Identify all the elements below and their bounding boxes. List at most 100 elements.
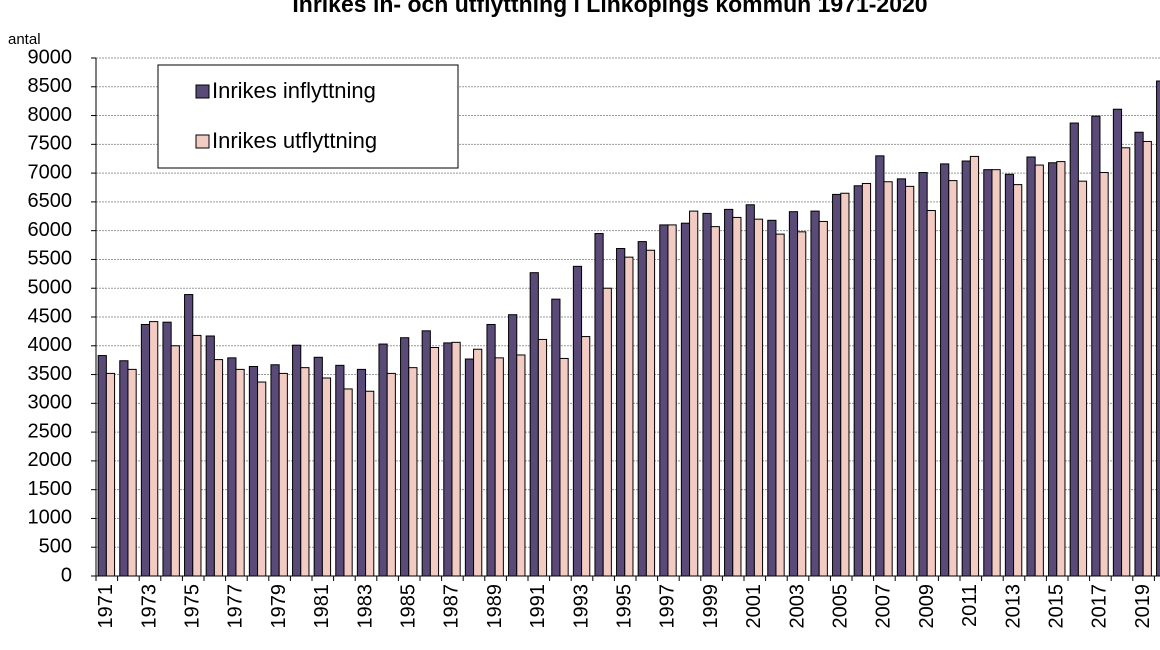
x-tick-label: 2015 [1045, 584, 1067, 629]
y-tick-label: 4000 [28, 334, 73, 356]
bar [637, 241, 647, 577]
bar [775, 233, 785, 577]
bar [292, 344, 302, 577]
y-tick-label: 7000 [28, 161, 73, 183]
bar [356, 368, 367, 577]
x-tick-label: 1987 [441, 584, 463, 629]
y-tick-label: 3500 [28, 363, 73, 385]
bar [624, 256, 634, 577]
y-tick-label: 6000 [28, 219, 73, 241]
x-tick-label: 1971 [95, 584, 117, 629]
bar [832, 193, 842, 577]
bar [883, 181, 893, 577]
x-tick-label: 1973 [138, 584, 160, 629]
bar [162, 321, 172, 577]
bar [451, 341, 461, 577]
bar [537, 338, 548, 577]
x-tick-label: 1999 [700, 584, 722, 629]
bar [343, 388, 353, 577]
x-tick-label: 1981 [311, 584, 333, 629]
bar [321, 377, 332, 577]
bar [1048, 162, 1058, 577]
y-tick-label: 6500 [28, 190, 73, 212]
legend-swatch [195, 134, 210, 149]
bar [119, 360, 129, 577]
y-tick-label: 3000 [28, 392, 73, 414]
bar [443, 342, 453, 577]
bar [1034, 164, 1044, 577]
bar [313, 356, 323, 577]
bar [1142, 140, 1152, 577]
bar [192, 334, 202, 577]
bar [818, 220, 828, 577]
x-tick-label: 1977 [225, 584, 247, 629]
bar [486, 323, 496, 577]
bar [581, 336, 591, 577]
x-tick-label: 2017 [1089, 584, 1111, 629]
bar [1121, 147, 1131, 577]
bar [421, 330, 431, 577]
bar [991, 169, 1001, 577]
bar [227, 357, 237, 577]
bar [926, 210, 936, 577]
bar [940, 163, 950, 577]
bar [753, 218, 764, 577]
x-tick-label: 1985 [397, 584, 419, 629]
bar [896, 178, 907, 577]
x-tick-label: 1993 [570, 584, 592, 629]
bar [529, 272, 539, 577]
x-tick-label: 1997 [657, 584, 679, 629]
x-tick-label: 2003 [786, 584, 808, 629]
bar [969, 155, 980, 577]
bar [1056, 161, 1066, 577]
legend-label: Inrikes inflyttning [212, 78, 376, 103]
bar [516, 354, 526, 577]
bar [667, 224, 677, 577]
bar [745, 204, 755, 577]
bar [335, 364, 345, 577]
bar [724, 208, 734, 577]
bar [788, 211, 799, 577]
bar [105, 372, 116, 577]
y-tick-label: 1000 [28, 507, 73, 529]
bar [508, 314, 518, 577]
x-tick-label: 2001 [743, 584, 765, 629]
bar [140, 323, 151, 577]
x-tick-label: 2009 [916, 584, 938, 629]
x-tick-label: 2013 [1002, 584, 1024, 629]
bar [645, 249, 656, 577]
y-tick-label: 4500 [28, 305, 73, 327]
legend-swatch [195, 84, 210, 99]
bar [918, 172, 928, 577]
x-tick-label: 2019 [1132, 584, 1154, 629]
bar [464, 358, 475, 577]
y-tick-label: 5000 [28, 277, 73, 299]
bar [702, 212, 712, 577]
y-tick-label: 2000 [28, 449, 73, 471]
bar [840, 192, 850, 577]
bar [378, 343, 388, 577]
bar [905, 185, 915, 577]
x-tick-label: 1995 [613, 584, 635, 629]
bar [572, 265, 583, 577]
x-tick-label: 1989 [484, 584, 506, 629]
bar [1099, 172, 1109, 577]
bar [948, 180, 958, 577]
bar [875, 155, 885, 577]
bar [213, 359, 224, 577]
bar [270, 364, 280, 577]
legend-box [157, 64, 459, 169]
y-axis-label: antal [8, 31, 41, 48]
bar [689, 210, 699, 577]
x-tick-label: 2007 [873, 584, 895, 629]
x-tick-label: 2011 [959, 584, 981, 627]
bar [1026, 156, 1036, 577]
bar [170, 345, 180, 577]
x-tick-label: 2005 [829, 584, 851, 629]
bar [594, 233, 604, 577]
bar [408, 367, 418, 577]
chart-title: Inrikes in- och utflyttning i Linköpings… [292, 0, 927, 17]
bar [1091, 115, 1101, 577]
y-tick-label: 0 [61, 564, 72, 586]
